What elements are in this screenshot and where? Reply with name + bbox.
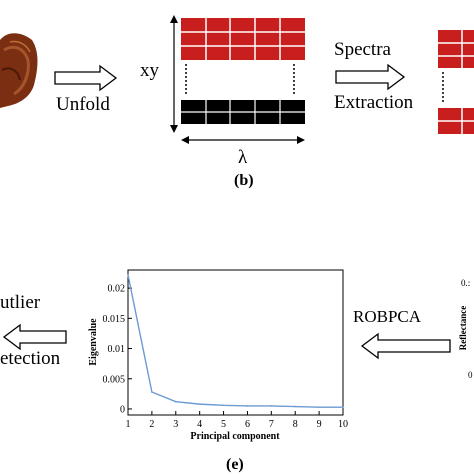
unfold-label: Unfold <box>56 94 110 115</box>
eigenvalue-point <box>198 403 201 405</box>
lambda-label: λ <box>238 147 248 168</box>
reflectance-axis-label: Reflectance <box>458 306 468 350</box>
xy-label: xy <box>140 60 160 81</box>
eigenvalue-point <box>246 405 249 407</box>
y-tick-label: 0.01 <box>108 344 126 355</box>
reflectance-tick-zero: 0 <box>468 370 473 380</box>
x-tick-label: 8 <box>293 419 298 430</box>
x-tick-label: 5 <box>221 419 226 430</box>
panel-label-b: (b) <box>234 172 254 189</box>
x-tick-label: 3 <box>173 419 178 430</box>
y-axis-label: Eigenvalue <box>88 318 99 366</box>
x-tick-label: 9 <box>317 419 322 430</box>
extraction-arrow <box>335 63 406 91</box>
x-tick-label: 2 <box>149 419 154 430</box>
x-tick-label: 10 <box>338 419 348 430</box>
eigenvalue-point <box>127 274 129 276</box>
robpca-label: ROBPCA <box>353 307 422 326</box>
eigenvalue-point <box>151 391 153 393</box>
y-tick-label: 0.015 <box>103 314 126 325</box>
lambda-dimension-arrow <box>181 136 305 144</box>
panel-label-e: (e) <box>226 456 244 473</box>
unfold-arrow <box>54 64 118 92</box>
y-tick-label: 0.005 <box>103 374 126 385</box>
extraction-label: Extraction <box>334 92 414 113</box>
outlier-arrow <box>2 323 67 351</box>
eigenvalue-point <box>342 406 344 408</box>
dotted-connectors <box>185 64 295 96</box>
eigenvalue-series-line <box>127 274 343 408</box>
y-tick-label: 0 <box>120 404 125 415</box>
meat-sample-image <box>0 33 38 108</box>
black-pixel-row <box>181 100 305 124</box>
plot-frame <box>127 269 344 416</box>
eigenvalue-point <box>222 404 225 407</box>
x-tick-label: 4 <box>197 419 202 430</box>
outlier-label: utlier <box>0 292 41 313</box>
x-tick-label: 6 <box>245 419 250 430</box>
xy-dimension-arrow <box>170 15 178 133</box>
robpca-arrow <box>360 332 451 360</box>
x-ticks: 1 2 3 4 5 6 7 8 9 10 <box>126 411 348 430</box>
eigenvalue-point <box>174 400 177 403</box>
red-pixel-block <box>181 18 305 60</box>
spectra-label: Spectra <box>334 39 392 60</box>
x-tick-label: 7 <box>269 419 274 430</box>
eigenvalue-point <box>270 405 273 407</box>
x-tick-label: 1 <box>126 419 131 430</box>
detection-label: etection <box>0 348 61 369</box>
x-axis-label: Principal component <box>190 431 280 442</box>
y-ticks: 0 0.005 0.01 0.015 0.02 <box>103 284 132 415</box>
extracted-spectra-blocks <box>438 30 474 134</box>
eigenvalue-point <box>294 405 297 408</box>
reflectance-tick: 0.: <box>461 278 470 288</box>
y-tick-label: 0.02 <box>108 284 126 295</box>
eigenvalue-chart: 0 0.005 0.01 0.015 0.02 1 2 3 4 5 6 7 8 9 10 Eigenval… <box>88 269 348 442</box>
eigenvalue-point <box>318 406 320 408</box>
